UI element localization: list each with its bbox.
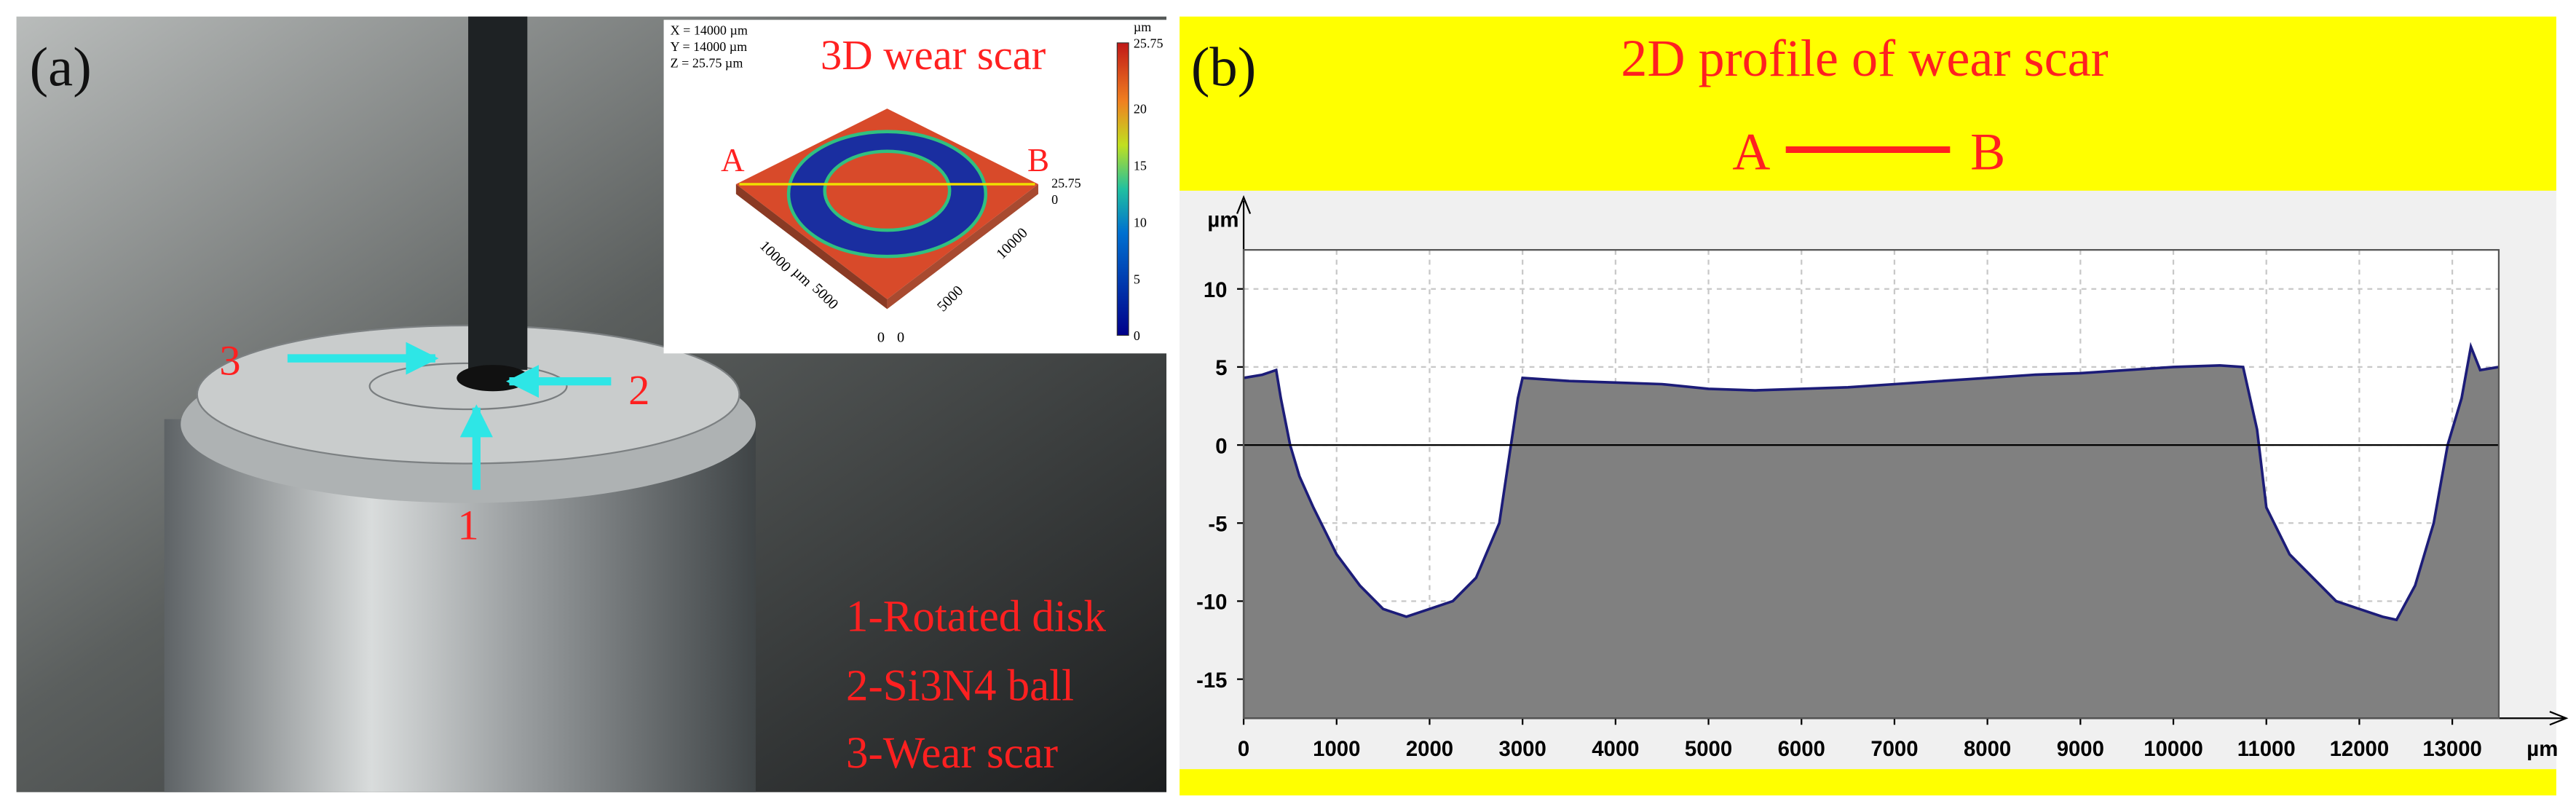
- surface-side: [887, 184, 1039, 310]
- inset-info: Z = 25.75 µm: [671, 56, 743, 71]
- x-tick-label: 3000: [1499, 737, 1546, 761]
- inset-axis-label: 0: [1051, 192, 1058, 207]
- chart-title: 2D profile of wear scar: [1621, 29, 2108, 87]
- inset-info: Y = 14000 µm: [671, 39, 748, 54]
- axes: [1236, 194, 2569, 726]
- x-tick-label: 10000: [2144, 737, 2203, 761]
- plot-frame: [1242, 249, 2500, 720]
- y-tick-label: 10: [1204, 278, 1228, 302]
- x-tick-label: 9000: [2057, 737, 2104, 761]
- panel-label: (a): [30, 36, 92, 98]
- x-tick-label: 11000: [2237, 737, 2296, 761]
- inset-info: X = 14000 µm: [671, 23, 748, 38]
- footer-band: [1180, 769, 2556, 796]
- x-tick-label: 13000: [2422, 737, 2482, 761]
- x-tick-label: 7000: [1870, 737, 1918, 761]
- surface-side: [735, 184, 888, 310]
- legend-text: 1-Rotated disk: [846, 593, 1106, 642]
- y-tick-label: 0: [1215, 434, 1227, 458]
- unworn-center: [823, 149, 952, 232]
- point-label: A: [721, 142, 745, 178]
- y-tick-label: -10: [1196, 591, 1227, 615]
- x-axis-arrow: [2549, 711, 2569, 726]
- colorbar-tick-label: 20: [1134, 101, 1147, 116]
- shaft: [468, 16, 528, 370]
- colorbar-tick-label: 15: [1134, 158, 1147, 173]
- inset-title: 3D wear scar: [821, 31, 1046, 79]
- y-unit: µm: [1207, 208, 1238, 232]
- section-end: B: [1970, 123, 2005, 181]
- legend-text: 3-Wear scar: [846, 729, 1058, 778]
- plot: -15 -10 -5 0 5 10 0 1000 2000 3000 4000 5000 6000 700…: [1196, 250, 2500, 761]
- x-tick-label: 5000: [1685, 737, 1732, 761]
- inset-axis-label: 0: [877, 330, 885, 346]
- colorbar-tick-label: 25.75: [1134, 36, 1163, 51]
- profile-area: [1244, 347, 2499, 719]
- x-unit: µm: [2526, 737, 2558, 761]
- inset-3d: X = 14000 µm Y = 14000 µm Z = 25.75 µm 3…: [663, 20, 1175, 354]
- x-tick-label: 4000: [1592, 737, 1639, 761]
- section-start: A: [1732, 123, 1770, 181]
- x-tick-label: 2000: [1406, 737, 1453, 761]
- x-tick-label: 8000: [1964, 737, 2011, 761]
- y-tick-label: 5: [1215, 356, 1227, 380]
- colorbar: [1116, 42, 1129, 336]
- profile-line: [1243, 342, 2500, 622]
- point-label: B: [1027, 142, 1049, 178]
- colorbar-tick-label: 5: [1134, 272, 1140, 286]
- colorbar-unit: µm: [1134, 20, 1151, 34]
- colorbar-tick-label: 0: [1134, 328, 1140, 343]
- inset-axis-label: 25.75: [1051, 176, 1081, 190]
- arrow-label: 1: [457, 501, 478, 548]
- colorbar-tick-label: 10: [1134, 215, 1147, 229]
- arrow-label: 2: [628, 366, 649, 414]
- panel-label: (b): [1191, 36, 1256, 98]
- x-tick-label: 0: [1238, 737, 1249, 761]
- legend-text: 2-Si3N4 ball: [846, 661, 1074, 710]
- header-band: [1180, 16, 2556, 191]
- x-tick-label: 1000: [1313, 737, 1360, 761]
- x-tick-label: 12000: [2330, 737, 2390, 761]
- arrow-label: 3: [219, 337, 240, 385]
- y-axis-arrow: [1236, 194, 1252, 214]
- x-tick-label: 6000: [1778, 737, 1825, 761]
- y-tick-label: -15: [1196, 669, 1227, 693]
- y-tick-label: -5: [1208, 513, 1227, 537]
- inset-axis-label: 0: [897, 330, 904, 346]
